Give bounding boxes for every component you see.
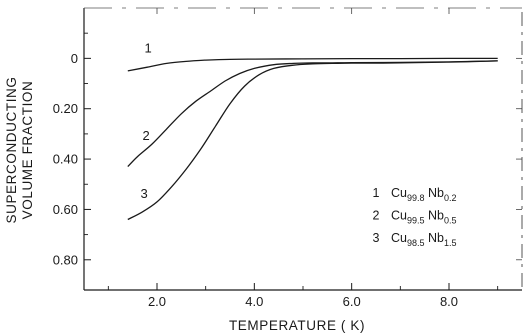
y-tick-label: 0.20	[53, 101, 78, 116]
legend-entry-part: 99.5	[407, 215, 425, 225]
legend-entry-part: 1.5	[444, 238, 457, 248]
x-axis-title: TEMPERATURE ( K)	[229, 318, 365, 333]
curve-3	[127, 60, 498, 221]
curve-2	[127, 60, 498, 168]
y-tick-label: 0	[71, 51, 78, 66]
legend-entry-2: Cu99.5 Nb0.5	[391, 208, 456, 225]
legend-entry-1: Cu99.8 Nb0.2	[391, 186, 456, 203]
legend-entry-part: Cu	[391, 231, 407, 245]
y-tick-label: 0.80	[53, 252, 78, 267]
legend-entry-part: Nb	[425, 186, 445, 200]
y-axis-title-line2: VOLUME FRACTION	[20, 81, 35, 220]
y-tick-label: 0.40	[53, 152, 78, 167]
legend: 1 Cu99.8 Nb0.22 Cu99.5 Nb0.53 Cu98.5 Nb1.5	[373, 186, 457, 248]
legend-entry-3: Cu98.5 Nb1.5	[391, 231, 456, 248]
y-tick-label: 0.60	[53, 202, 78, 217]
legend-entry-part: 98.5	[407, 238, 425, 248]
legend-entry-part: 0.2	[444, 193, 457, 203]
legend-entry-part: 0.5	[444, 215, 457, 225]
legend-entry-part: Cu	[391, 208, 407, 222]
x-tick-label: 6.0	[343, 294, 361, 309]
legend-entry-part: Cu	[391, 186, 407, 200]
curve-labels: 1 2 3	[141, 40, 152, 201]
y-axis-ticks: 0 0.20 0.40 0.60 0.80	[53, 32, 522, 267]
curve-1	[127, 57, 498, 72]
legend-entry-part: Nb	[425, 231, 445, 245]
legend-number-1: 1	[373, 186, 380, 200]
curve-label-2: 2	[143, 128, 150, 143]
x-axis-ticks: 2.0 4.0 6.0 8.0	[107, 8, 499, 309]
y-axis-title-line1: SUPERCONDUCTING	[4, 76, 19, 223]
x-tick-label: 8.0	[440, 294, 458, 309]
x-tick-label: 2.0	[148, 294, 166, 309]
data-curves	[127, 57, 498, 221]
curve-label-3: 3	[141, 186, 148, 201]
legend-number-2: 2	[373, 208, 380, 222]
curve-label-1: 1	[145, 40, 152, 55]
legend-entry-part: 99.8	[407, 193, 425, 203]
legend-number-3: 3	[373, 231, 380, 245]
x-tick-label: 4.0	[245, 294, 263, 309]
legend-entry-part: Nb	[425, 208, 445, 222]
